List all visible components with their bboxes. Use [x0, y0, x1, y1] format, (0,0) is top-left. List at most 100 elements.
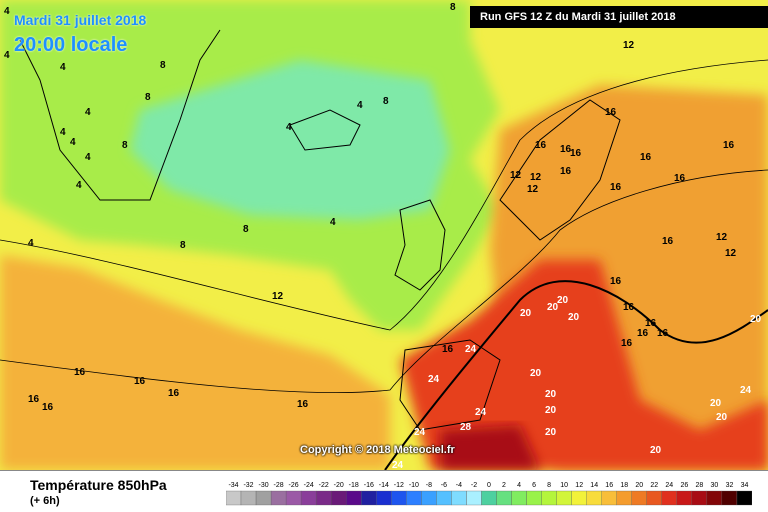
legend-swatch: [541, 490, 557, 506]
isotherm-label: 20: [545, 405, 557, 416]
isotherm-label: 16: [662, 236, 674, 247]
legend-tick-label: -34: [228, 482, 238, 489]
legend-swatch: [511, 490, 527, 506]
legend-tick-label: -6: [441, 482, 447, 489]
legend-tick-label: 26: [681, 482, 689, 489]
isotherm-label: 12: [623, 40, 635, 51]
field-title: Température 850hPa: [30, 477, 167, 493]
isotherm-label: 16: [610, 276, 622, 287]
legend-tick-label: -28: [274, 482, 284, 489]
isotherm-label: 28: [460, 422, 472, 433]
forecast-time: 20:00 locale: [14, 34, 128, 56]
coast-iceland: [289, 109, 361, 151]
legend-swatch: [451, 490, 467, 506]
legend-tick-label: -10: [409, 482, 419, 489]
isotherm-label: 12: [527, 184, 539, 195]
legend-tick-label: -26: [289, 482, 299, 489]
isotherm-label: 4: [60, 62, 66, 73]
isotherm-label: 8: [122, 140, 128, 151]
legend-swatch: [556, 490, 572, 506]
legend-swatch: [300, 490, 317, 506]
isotherm-label: 16: [560, 166, 572, 177]
contour-20: [384, 280, 768, 470]
isotherm-label: 16: [297, 399, 309, 410]
legend-swatch: [526, 490, 542, 506]
legend-swatch: [496, 490, 512, 506]
isotherm-label: 4: [330, 217, 336, 228]
isotherm-label: 4: [4, 6, 10, 17]
isotherm-label: 4: [76, 180, 82, 191]
legend-tick-label: -32: [243, 482, 253, 489]
legend-tick-label: -14: [379, 482, 389, 489]
isotherm-label: 16: [28, 394, 40, 405]
coast-iberia: [399, 339, 501, 431]
isotherm-label: 12: [272, 291, 284, 302]
legend-tick-label: 24: [665, 482, 673, 489]
isotherm-label: 12: [530, 172, 542, 183]
isotherm-label: 4: [70, 137, 76, 148]
field-orange-zone: [0, 255, 390, 470]
legend-tick-label: -18: [349, 482, 359, 489]
isotherm-label: 16: [42, 402, 54, 413]
isotherm-label: 24: [465, 344, 477, 355]
legend-swatch: [676, 490, 693, 506]
legend-tick-label: 30: [711, 482, 719, 489]
legend-tick-label: 22: [650, 482, 658, 489]
isotherm-label: 4: [60, 127, 66, 138]
legend-tick-label: 32: [726, 482, 734, 489]
isotherm-label: 16: [610, 182, 622, 193]
isotherm-label: 16: [674, 173, 686, 184]
legend-tick-label: 28: [696, 482, 704, 489]
isotherm-label: 24: [428, 374, 440, 385]
isotherm-label: 16: [637, 328, 649, 339]
isotherm-label: 20: [568, 312, 580, 323]
legend-tick-label: -8: [426, 482, 432, 489]
legend-tick-label: -2: [471, 482, 477, 489]
coast-greenland: [19, 29, 221, 201]
isotherm-label: 4: [357, 100, 363, 111]
legend-swatch: [316, 490, 332, 506]
isotherm-label: 16: [657, 328, 669, 339]
copyright-notice: Copyright © 2018 Meteociel.fr: [300, 444, 455, 456]
legend-swatch: [691, 490, 708, 506]
isotherm-label: 12: [510, 170, 522, 181]
forecast-step: (+ 6h): [30, 495, 60, 507]
legend-tick-label: 8: [547, 482, 551, 489]
footer-bar: Température 850hPa (+ 6h) -34 -32 -30 -28 -2…: [0, 470, 768, 512]
legend-tick-label: 34: [741, 482, 749, 489]
legend-tick-label: 14: [590, 482, 598, 489]
isotherm-label: 16: [621, 338, 633, 349]
isotherm-label: 20: [557, 295, 569, 306]
isotherm-label: 20: [545, 389, 557, 400]
isotherm-label: 16: [168, 388, 180, 399]
isotherm-label: 12: [725, 248, 737, 259]
isotherm-label: 16: [605, 107, 617, 118]
isotherm-label: 24: [414, 427, 426, 438]
isotherm-label: 20: [716, 412, 728, 423]
isotherm-label: 4: [4, 50, 10, 61]
legend-swatch: [270, 490, 287, 506]
isotherm-label: 20: [710, 398, 722, 409]
isotherm-label: 20: [750, 314, 762, 325]
legend-swatch: [616, 490, 632, 506]
legend-swatch: [406, 490, 422, 506]
legend-swatch: [481, 490, 497, 506]
isotherm-label: 16: [723, 140, 735, 151]
legend-swatch: [421, 490, 437, 506]
forecast-date: Mardi 31 juillet 2018: [14, 12, 147, 28]
isotherm-label: 8: [243, 224, 249, 235]
legend-swatch: [736, 490, 752, 506]
legend-swatch: [706, 490, 723, 506]
isotherm-label: 4: [286, 122, 292, 133]
legend-swatch: [436, 490, 452, 506]
coast-scandinavia: [499, 99, 621, 241]
isotherm-label: 8: [160, 60, 166, 71]
isotherm-label: 20: [547, 302, 559, 313]
coast-britain: [394, 199, 446, 291]
legend-tick-label: 6: [532, 482, 536, 489]
isotherm-label: 8: [450, 2, 456, 13]
legend-tick-label: 10: [560, 482, 568, 489]
isotherm-label: 20: [650, 445, 662, 456]
isotherm-label: 4: [85, 107, 91, 118]
